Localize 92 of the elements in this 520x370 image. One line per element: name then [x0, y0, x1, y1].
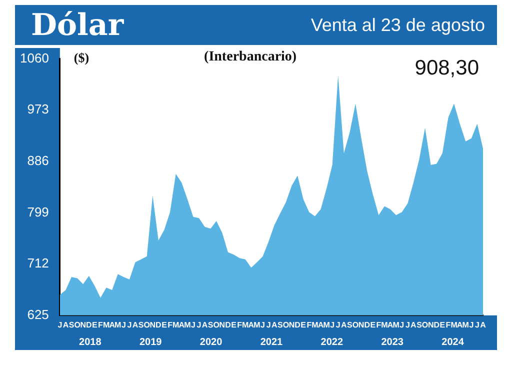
- x-tick-label: A: [318, 320, 324, 330]
- x-tick-label: J: [260, 320, 265, 330]
- annotation: (Interbancario): [204, 50, 297, 65]
- y-axis-title: ($): [74, 50, 90, 65]
- x-tick-label: O: [213, 320, 220, 330]
- x-tick-label: J: [469, 320, 474, 330]
- x-tick-label: O: [74, 320, 80, 330]
- x-tick-label: N: [219, 320, 226, 330]
- x-tick-label: F: [446, 320, 451, 330]
- x-tick-label: O: [144, 320, 150, 330]
- x-tick-label: N: [428, 320, 434, 330]
- x-tick-label: E: [162, 320, 168, 330]
- x-tick-label: S: [138, 320, 144, 330]
- x-tick-label: M: [102, 320, 110, 330]
- x-tick-label: A: [410, 320, 417, 330]
- x-tick-label: J: [474, 320, 480, 330]
- x-tick-label: M: [172, 320, 180, 330]
- x-tick-label: N: [288, 320, 295, 330]
- x-tick-label: D: [434, 320, 440, 330]
- x-tick-label: A: [480, 320, 486, 330]
- y-tick-label: 973: [27, 102, 49, 117]
- x-tick-label: N: [358, 320, 364, 330]
- x-tick-label: F: [98, 320, 104, 330]
- x-tick-label: J: [330, 320, 335, 330]
- x-tick-label: A: [271, 320, 278, 330]
- x-tick-label: O: [352, 320, 359, 330]
- x-tick-label: M: [254, 320, 261, 330]
- x-tick-label: F: [237, 320, 242, 330]
- x-tick-label: N: [80, 320, 86, 330]
- x-tick-label: F: [376, 320, 382, 330]
- x-tick-label: A: [109, 320, 116, 330]
- x-tick-label: E: [440, 320, 446, 330]
- text: 2020: [200, 337, 223, 348]
- x-tick-label: J: [121, 320, 126, 330]
- x-tick-label: M: [323, 320, 330, 330]
- y-tick-label: 886: [27, 153, 49, 168]
- annotation: 908,30: [414, 56, 479, 80]
- y-tick-label: 712: [27, 256, 49, 271]
- x-tick-label: J: [266, 320, 271, 330]
- x-tick-label: S: [347, 320, 354, 330]
- x-tick-label: J: [190, 320, 196, 330]
- x-tick-label: D: [294, 320, 301, 330]
- chart-title: Dólar: [31, 8, 124, 42]
- y-tick-label: 799: [27, 204, 49, 220]
- text: 2022: [320, 337, 344, 348]
- x-tick-label: M: [450, 320, 458, 330]
- x-tick-label: M: [242, 320, 250, 330]
- x-tick-label: A: [248, 320, 254, 330]
- text: 2024: [442, 337, 464, 348]
- x-tick-label: O: [422, 320, 428, 330]
- x-tick-label: E: [92, 320, 98, 330]
- text: 2019: [139, 337, 162, 348]
- x-tick-label: S: [68, 320, 75, 330]
- x-tick-label: M: [184, 320, 192, 330]
- x-tick-label: A: [62, 320, 69, 330]
- y-tick-label: 1060: [20, 50, 49, 66]
- x-tick-label: M: [114, 320, 122, 330]
- x-tick-label: M: [462, 320, 470, 330]
- x-tick-label: M: [392, 320, 400, 330]
- x-tick-label: A: [387, 320, 394, 330]
- x-tick-label: J: [400, 320, 404, 330]
- x-tick-label: M: [381, 320, 388, 330]
- chart-subtitle: Venta al 23 de agosto: [310, 14, 485, 36]
- x-tick-label: E: [231, 320, 238, 330]
- text: 2023: [381, 337, 404, 348]
- x-tick-label: S: [277, 320, 284, 330]
- x-tick-label: D: [225, 320, 232, 330]
- x-tick-label: M: [312, 320, 319, 330]
- x-tick-label: J: [196, 320, 202, 330]
- x-tick-label: J: [58, 320, 62, 330]
- x-tick-label: S: [416, 320, 423, 330]
- text: 2021: [260, 337, 284, 348]
- x-tick-label: N: [150, 320, 156, 330]
- text: 2018: [79, 337, 102, 348]
- x-tick-label: S: [208, 320, 214, 330]
- x-tick-label: A: [456, 320, 463, 330]
- x-tick-label: A: [341, 320, 348, 330]
- x-tick-label: J: [127, 320, 132, 330]
- x-tick-label: F: [168, 320, 173, 330]
- x-tick-label: A: [132, 320, 138, 330]
- x-tick-label: A: [202, 320, 208, 330]
- x-tick-label: O: [282, 320, 290, 330]
- x-tick-label: D: [364, 320, 370, 330]
- x-tick-label: J: [336, 320, 340, 330]
- x-tick-label: A: [178, 320, 185, 330]
- x-tick-label: E: [370, 320, 376, 330]
- y-tick-label: 625: [27, 306, 49, 322]
- x-tick-label: D: [156, 320, 162, 330]
- x-tick-label: E: [300, 320, 307, 330]
- x-tick-label: F: [306, 320, 312, 330]
- x-tick-label: J: [405, 320, 410, 330]
- x-tick-label: D: [86, 320, 92, 330]
